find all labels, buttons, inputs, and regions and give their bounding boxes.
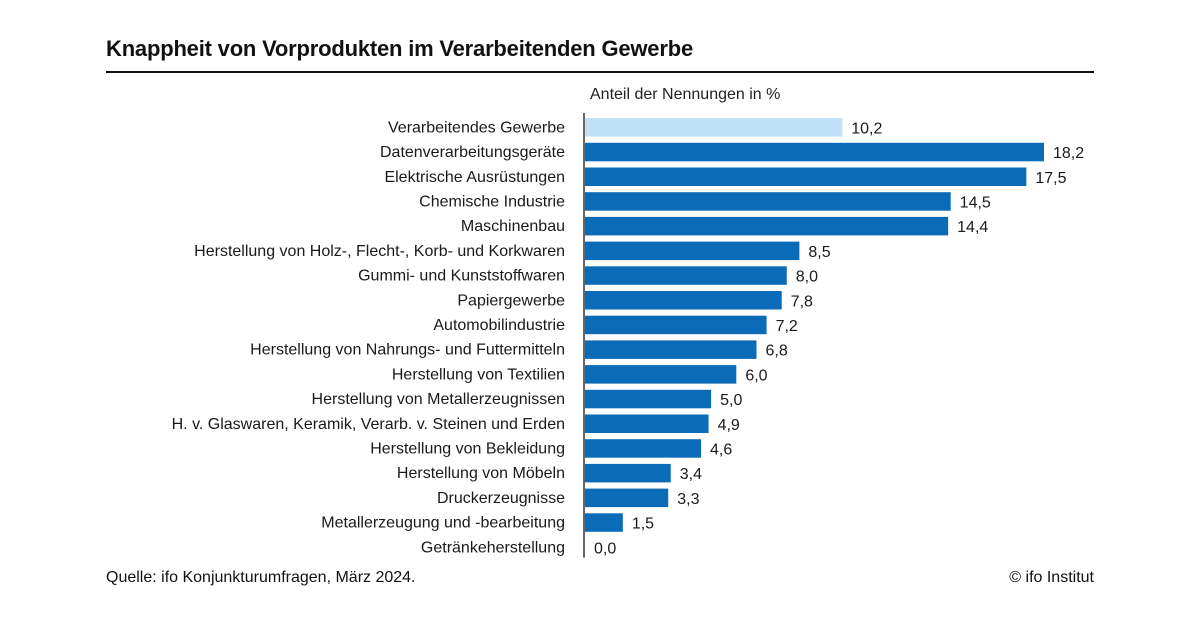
category-label: Metallerzeugung und -bearbeitung xyxy=(321,515,565,532)
category-label: Herstellung von Textilien xyxy=(392,366,565,383)
category-label: Herstellung von Bekleidung xyxy=(370,440,565,457)
value-label: 3,4 xyxy=(680,466,702,483)
copyright-note: © ifo Institut xyxy=(1009,569,1094,586)
category-label: Herstellung von Nahrungs- und Futtermitt… xyxy=(250,342,565,359)
category-label: Automobilindustrie xyxy=(433,317,565,334)
bar xyxy=(585,266,787,285)
bar xyxy=(585,488,669,508)
value-label: 3,3 xyxy=(677,491,699,508)
value-label: 14,4 xyxy=(957,219,988,236)
category-label: Maschinenbau xyxy=(461,218,565,235)
value-label: 6,8 xyxy=(765,343,787,360)
value-label: 8,5 xyxy=(808,244,830,261)
title-divider xyxy=(106,71,1094,73)
value-label: 14,5 xyxy=(960,194,991,211)
category-label: Elektrische Ausrüstungen xyxy=(384,169,565,186)
value-label: 10,2 xyxy=(851,120,882,137)
value-label: 5,0 xyxy=(720,392,742,409)
value-label: 4,9 xyxy=(718,417,740,434)
bar xyxy=(585,241,800,261)
value-label: 18,2 xyxy=(1053,145,1084,162)
category-label: Druckerzeugnisse xyxy=(437,490,565,507)
category-label: Verarbeitendes Gewerbe xyxy=(388,119,565,136)
value-label: 7,2 xyxy=(776,318,798,335)
bar xyxy=(585,414,709,433)
bar xyxy=(585,291,782,310)
chart-title: Knappheit von Vorprodukten im Verarbeite… xyxy=(106,36,693,61)
category-label: Papiergewerbe xyxy=(457,292,565,309)
category-label: Getränkeherstellung xyxy=(421,539,565,556)
category-label: Herstellung von Metallerzeugnissen xyxy=(312,391,565,408)
category-label: Gummi- und Kunststoffwaren xyxy=(358,268,565,285)
category-label: Chemische Industrie xyxy=(419,193,565,210)
bar xyxy=(585,365,737,384)
value-label: 17,5 xyxy=(1035,170,1066,187)
value-label: 6,0 xyxy=(745,367,767,384)
value-label: 1,5 xyxy=(632,516,654,533)
category-label: Datenverarbeitungsgeräte xyxy=(380,144,565,161)
bar xyxy=(585,315,767,335)
bar xyxy=(585,192,951,211)
bar xyxy=(585,167,1027,186)
category-label: Herstellung von Möbeln xyxy=(397,465,565,482)
bar xyxy=(585,439,702,458)
value-label: 8,0 xyxy=(796,269,818,286)
bar xyxy=(585,513,623,532)
bar xyxy=(585,463,671,483)
value-label: 4,6 xyxy=(710,441,732,458)
bar xyxy=(585,340,757,359)
value-label: 7,8 xyxy=(791,293,813,310)
value-label: 0,0 xyxy=(594,540,616,557)
bar xyxy=(585,142,1044,162)
category-label: H. v. Glaswaren, Keramik, Verarb. v. Ste… xyxy=(172,416,565,433)
bar xyxy=(585,389,712,409)
source-note: Quelle: ifo Konjunkturumfragen, März 202… xyxy=(106,569,416,586)
bar xyxy=(585,216,949,236)
bar xyxy=(585,118,843,137)
category-label: Herstellung von Holz-, Flecht-, Korb- un… xyxy=(194,243,565,260)
unit-label: Anteil der Nennungen in % xyxy=(590,86,781,103)
